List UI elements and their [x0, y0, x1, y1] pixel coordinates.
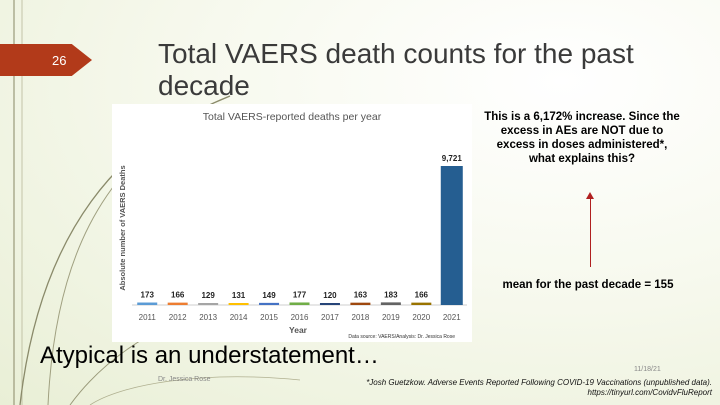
- x-tick-label-2015: 2015: [260, 313, 278, 322]
- bar-value-label-2016: 177: [293, 290, 307, 299]
- x-axis-label: Year: [289, 325, 308, 335]
- bar-value-label-2012: 166: [171, 291, 185, 300]
- x-tick-label-2018: 2018: [352, 313, 370, 322]
- bar-value-label-2018: 163: [354, 291, 368, 300]
- arrow-shaft: [590, 197, 591, 267]
- bar-2018: [350, 302, 371, 305]
- bar-series: 173 2011 166 2012 129 2013 131 2014 149 2015 177 20…: [137, 154, 463, 322]
- tagline: Atypical is an understatement…: [40, 342, 379, 369]
- y-axis-label: Absolute number of VAERS Deaths: [118, 165, 127, 290]
- bar-value-label-2015: 149: [262, 291, 276, 300]
- increase-callout: This is a 6,172% increase. Since the exc…: [484, 111, 680, 165]
- footnote-citation: *Josh Guetzkow. Adverse Events Reported …: [366, 378, 712, 387]
- slide-date: 11/18/21: [634, 366, 661, 373]
- slide-title: Total VAERS death counts for the past de…: [158, 38, 634, 101]
- footnote: *Josh Guetzkow. Adverse Events Reported …: [366, 378, 712, 398]
- bar-2016: [289, 302, 310, 305]
- bar-value-label-2019: 183: [384, 290, 398, 299]
- slide-number-badge: 26: [0, 44, 92, 76]
- bar-value-label-2014: 131: [232, 291, 246, 300]
- footnote-link: https://tinyurl.com/CovidvFluReport: [587, 388, 713, 397]
- bar-2014: [228, 303, 249, 305]
- bar-value-label-2013: 129: [201, 291, 215, 300]
- x-tick-label-2012: 2012: [169, 313, 187, 322]
- bar-2012: [167, 302, 188, 305]
- bar-2015: [259, 302, 280, 305]
- x-tick-label-2014: 2014: [230, 313, 248, 322]
- bar-value-label-2021: 9,721: [442, 154, 463, 163]
- bar-2017: [319, 303, 340, 305]
- x-tick-label-2011: 2011: [139, 313, 157, 322]
- bar-value-label-2011: 173: [141, 291, 155, 300]
- x-tick-label-2021: 2021: [443, 313, 461, 322]
- x-tick-label-2020: 2020: [412, 313, 430, 322]
- bar-2021: [440, 166, 463, 305]
- bar-2011: [137, 302, 158, 305]
- chart-source-note: Data source: VAERS/Analysis: Dr. Jessica…: [348, 334, 455, 340]
- chart-canvas: Total VAERS-reported deaths per year Abs…: [118, 111, 467, 340]
- bar-value-label-2017: 120: [323, 291, 337, 300]
- arrow-up-icon: [586, 192, 594, 199]
- x-tick-label-2016: 2016: [291, 313, 309, 322]
- bar-2019: [380, 302, 401, 305]
- chart-title: Total VAERS-reported deaths per year: [203, 111, 382, 123]
- bar-chart: Total VAERS-reported deaths per year Abs…: [112, 104, 472, 342]
- x-tick-label-2017: 2017: [321, 313, 339, 322]
- x-tick-label-2013: 2013: [199, 313, 217, 322]
- decade-mean-note: mean for the past decade = 155: [502, 279, 674, 291]
- bar-2013: [198, 303, 219, 305]
- bar-value-label-2020: 166: [415, 291, 429, 300]
- author-credit: Dr. Jessica Rose: [158, 376, 211, 383]
- slide-number: 26: [52, 52, 67, 68]
- x-tick-label-2019: 2019: [382, 313, 400, 322]
- bar-2020: [411, 302, 432, 305]
